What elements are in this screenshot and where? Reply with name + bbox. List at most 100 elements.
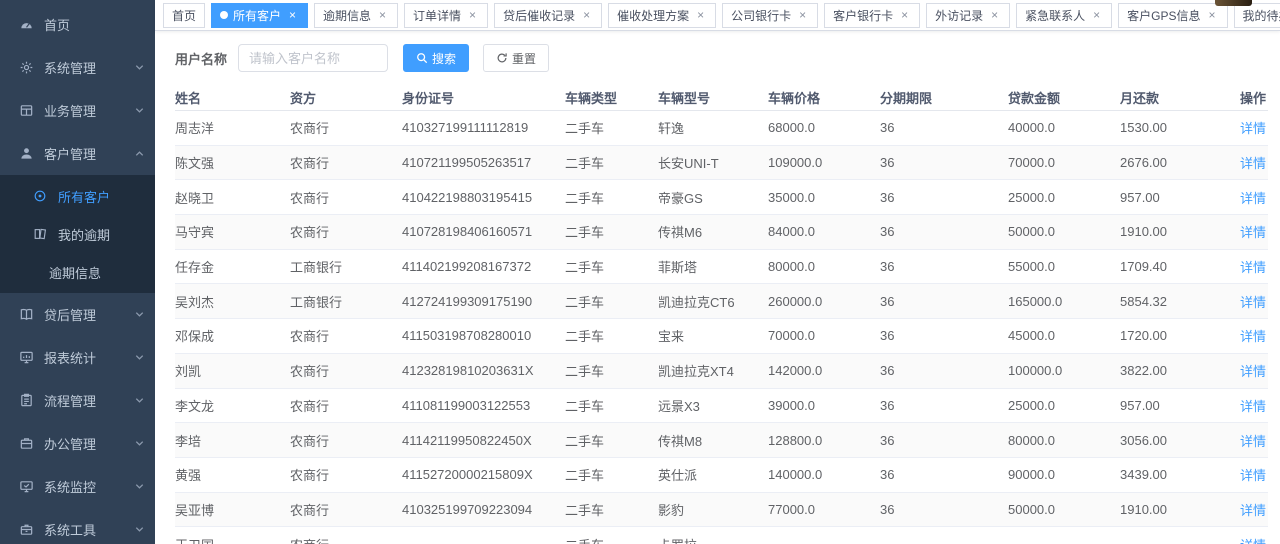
- table-cell: 李培: [175, 433, 202, 449]
- tab-close-icon[interactable]: ×: [901, 7, 909, 22]
- table-cell: 工商银行: [290, 294, 343, 310]
- sidebar-item-postloan-mgmt[interactable]: 贷后管理: [0, 293, 155, 336]
- sidebar-item-all-customers[interactable]: 所有客户: [0, 177, 155, 215]
- table-cell: 二手车: [565, 294, 605, 310]
- detail-link[interactable]: 详情: [1240, 364, 1267, 380]
- table-cell: 25000.0: [1008, 397, 1055, 413]
- table-cell: 轩逸: [658, 121, 685, 137]
- tab-close-icon[interactable]: ×: [583, 7, 591, 22]
- tab-customer-gps[interactable]: 客户GPS信息 ×: [1118, 2, 1228, 28]
- sidebar-item-system-monitor[interactable]: 系统监控: [0, 465, 155, 508]
- sidebar-item-label: 流程管理: [44, 394, 97, 409]
- chevron-down-icon: [134, 481, 145, 492]
- table-cell: 77000.0: [768, 501, 815, 517]
- table-cell-actions: 详情: [1240, 465, 1268, 484]
- tab-company-bankcard[interactable]: 公司银行卡 ×: [722, 2, 819, 28]
- table-cell: 农商行: [290, 156, 330, 172]
- table-cell: 55000.0: [1008, 259, 1055, 275]
- table-cell: 50000.0: [1008, 224, 1055, 240]
- tab-collection-plan[interactable]: 催收处理方案 ×: [608, 2, 717, 28]
- sidebar-item-system-mgmt[interactable]: 系统管理: [0, 46, 155, 89]
- column-header: 车辆价格: [768, 90, 821, 106]
- table-row: 黄强 农商行 41152720000215809X 二手车 英仕派 140000.0 36 9…: [175, 458, 1268, 493]
- search-button[interactable]: 搜索: [403, 44, 470, 72]
- table-cell: 36: [880, 259, 895, 275]
- detail-link[interactable]: 详情: [1240, 260, 1267, 276]
- table-cell: 68000.0: [768, 120, 815, 136]
- column-header: 操作: [1240, 90, 1267, 106]
- refresh-icon: [497, 53, 507, 63]
- table-cell: 410728198406160571: [402, 224, 533, 240]
- sidebar-item-label: 贷后管理: [44, 308, 97, 323]
- tab-customer-bankcard[interactable]: 客户银行卡 ×: [824, 2, 921, 28]
- tab-close-icon[interactable]: ×: [1208, 7, 1216, 22]
- table-cell: 农商行: [290, 433, 330, 449]
- sidebar-item-customer-mgmt[interactable]: 客户管理: [0, 132, 155, 175]
- tab-order-detail[interactable]: 订单详情 ×: [404, 2, 489, 28]
- detail-link[interactable]: 详情: [1240, 121, 1267, 137]
- sidebar-item-my-overdue[interactable]: 我的逾期: [0, 215, 155, 253]
- table-cell: 80000.0: [768, 259, 815, 275]
- tab-close-icon[interactable]: ×: [379, 7, 387, 22]
- detail-link[interactable]: 详情: [1240, 502, 1267, 518]
- sidebar-item-process-mgmt[interactable]: 流程管理: [0, 379, 155, 422]
- tab-overdue-info[interactable]: 逾期信息 ×: [314, 2, 399, 28]
- briefcase-icon: [18, 436, 34, 452]
- tab-close-icon[interactable]: ×: [469, 7, 477, 22]
- sidebar-item-label: 逾期信息: [49, 265, 102, 281]
- detail-link[interactable]: 详情: [1240, 190, 1267, 206]
- chevron-down-icon: [134, 438, 145, 449]
- sidebar-item-report-stats[interactable]: 报表统计: [0, 336, 155, 379]
- tab-emergency-contacts[interactable]: 紧急联系人 ×: [1016, 2, 1113, 28]
- sidebar-item-label: 系统监控: [44, 480, 97, 495]
- content-panel: 用户名称 搜索 重置 姓名 资方 身份证号 车辆类型 车辆型号 车辆价格 分期期限 贷款金额 月…: [155, 31, 1280, 544]
- tab-close-icon[interactable]: ×: [1093, 7, 1101, 22]
- reset-button[interactable]: 重置: [483, 44, 550, 72]
- tab-label: 订单详情: [413, 8, 462, 23]
- detail-link[interactable]: 详情: [1240, 538, 1266, 544]
- detail-link[interactable]: 详情: [1240, 468, 1267, 484]
- tab-close-icon[interactable]: ×: [289, 7, 297, 22]
- table-cell: 2676.00: [1120, 155, 1167, 171]
- tab-all-customers[interactable]: 所有客户 ×: [211, 2, 309, 28]
- table-cell: 长安UNI-T: [658, 156, 719, 172]
- tab-close-icon[interactable]: ×: [991, 7, 999, 22]
- sidebar-item-office-mgmt[interactable]: 办公管理: [0, 422, 155, 465]
- customer-name-input[interactable]: [238, 44, 389, 72]
- chart-icon: [18, 350, 34, 366]
- table-cell-actions: 详情: [1240, 326, 1268, 345]
- sidebar-item-business-mgmt[interactable]: 业务管理: [0, 89, 155, 132]
- tab-close-icon[interactable]: ×: [799, 7, 807, 22]
- tab-collection-records[interactable]: 贷后催收记录 ×: [494, 2, 603, 28]
- table-cell: 165000.0: [1008, 293, 1063, 309]
- tools-icon: [18, 522, 34, 538]
- tab-home[interactable]: 首页: [163, 2, 206, 28]
- chevron-down-icon: [134, 395, 145, 406]
- sidebar-submenu-customer-mgmt: 所有客户 我的逾期逾期信息: [0, 175, 155, 293]
- detail-link[interactable]: 详情: [1240, 294, 1267, 310]
- sidebar-item-label: 办公管理: [44, 437, 97, 452]
- column-header: 车辆类型: [565, 90, 618, 106]
- tab-close-icon[interactable]: ×: [697, 7, 705, 22]
- sidebar-item-overdue-info[interactable]: 逾期信息: [0, 253, 155, 291]
- detail-link[interactable]: 详情: [1240, 156, 1267, 172]
- detail-link[interactable]: 详情: [1240, 225, 1267, 241]
- table-cell: 1910.00: [1120, 501, 1167, 517]
- table-cell: 3822.00: [1120, 363, 1167, 379]
- sidebar-item-home[interactable]: 首页: [0, 3, 155, 46]
- table-cell: 41152720000215809X: [402, 467, 533, 483]
- top-right-partial-avatar: [1215, 0, 1252, 6]
- table-cell: 菲斯塔: [658, 260, 698, 276]
- chevron-down-icon: [134, 309, 145, 320]
- detail-link[interactable]: 详情: [1240, 433, 1267, 449]
- detail-link[interactable]: 详情: [1240, 329, 1267, 345]
- table-row: 邓保成 农商行 411503198708280010 二手车 宝来 70000.0 36 45…: [175, 319, 1268, 354]
- sidebar-item-system-tools[interactable]: 系统工具: [0, 508, 155, 544]
- home-icon: [18, 17, 34, 33]
- grid-icon: [18, 103, 34, 119]
- tab-visit-records[interactable]: 外访记录 ×: [926, 2, 1011, 28]
- detail-link[interactable]: 详情: [1240, 398, 1267, 414]
- table-row: 刘凯 农商行 41232819810203631X 二手车 凯迪拉克XT4 142000.…: [175, 353, 1268, 389]
- table-cell: 1709.40: [1120, 259, 1167, 275]
- tab-my-todo[interactable]: 我的待办×: [1233, 2, 1280, 28]
